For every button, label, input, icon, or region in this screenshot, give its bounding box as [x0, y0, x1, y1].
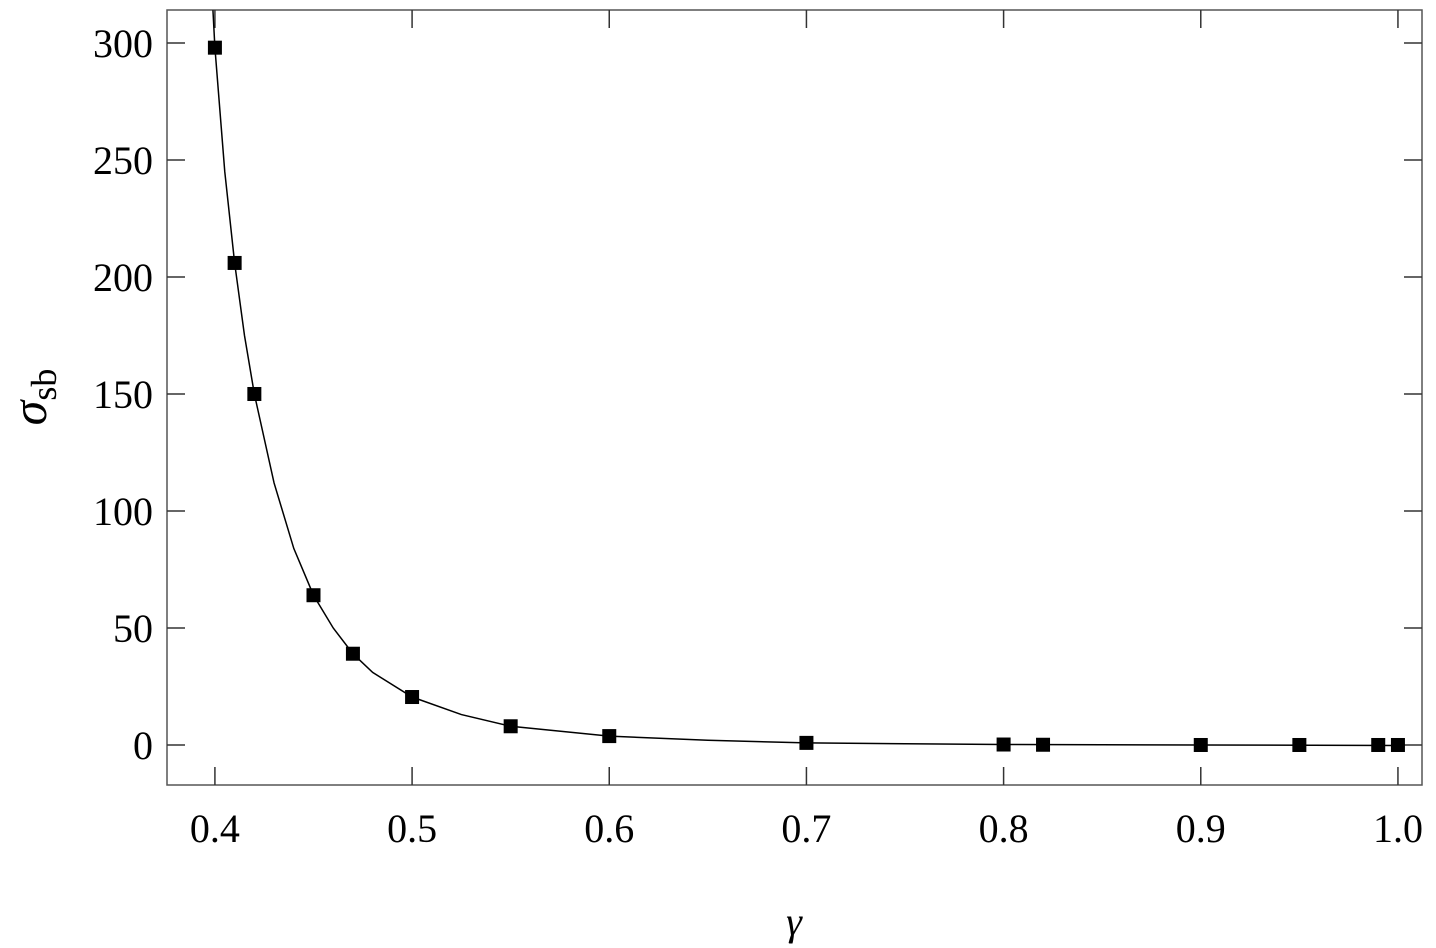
data-point — [1371, 737, 1386, 752]
plot-frame — [166, 9, 1423, 786]
x-tick-label: 1.0 — [1373, 806, 1423, 851]
data-point — [405, 690, 420, 705]
x-tick-label: 0.4 — [190, 806, 240, 851]
y-axis-subscript: sb — [24, 369, 64, 401]
data-point — [602, 729, 617, 744]
data-point — [799, 735, 814, 750]
y-tick-label: 150 — [93, 372, 153, 417]
y-axis-label: σsb — [1, 369, 64, 426]
y-tick-label: 200 — [93, 255, 153, 300]
y-tick-label: 300 — [93, 21, 153, 66]
fit-curve — [212, 10, 1398, 747]
data-point — [996, 737, 1011, 752]
y-tick-label: 100 — [93, 489, 153, 534]
y-tick-label: 50 — [113, 606, 153, 651]
data-point — [207, 40, 222, 55]
x-tick-label: 0.8 — [979, 806, 1029, 851]
data-point — [1193, 737, 1208, 752]
y-tick-label: 250 — [93, 138, 153, 183]
y-axis-symbol: σ — [1, 398, 57, 425]
data-point — [247, 386, 262, 401]
data-point — [1292, 737, 1307, 752]
data-point — [227, 255, 242, 270]
x-axis-label: γ — [786, 899, 803, 944]
x-tick-label: 0.5 — [387, 806, 437, 851]
x-tick-label: 0.6 — [584, 806, 634, 851]
x-tick-label: 0.9 — [1176, 806, 1226, 851]
y-tick-label: 0 — [133, 723, 153, 768]
data-point — [345, 646, 360, 661]
data-point — [503, 719, 518, 734]
data-point — [1036, 737, 1051, 752]
data-point — [1390, 737, 1405, 752]
data-point — [306, 588, 321, 603]
x-tick-label: 0.7 — [781, 806, 831, 851]
